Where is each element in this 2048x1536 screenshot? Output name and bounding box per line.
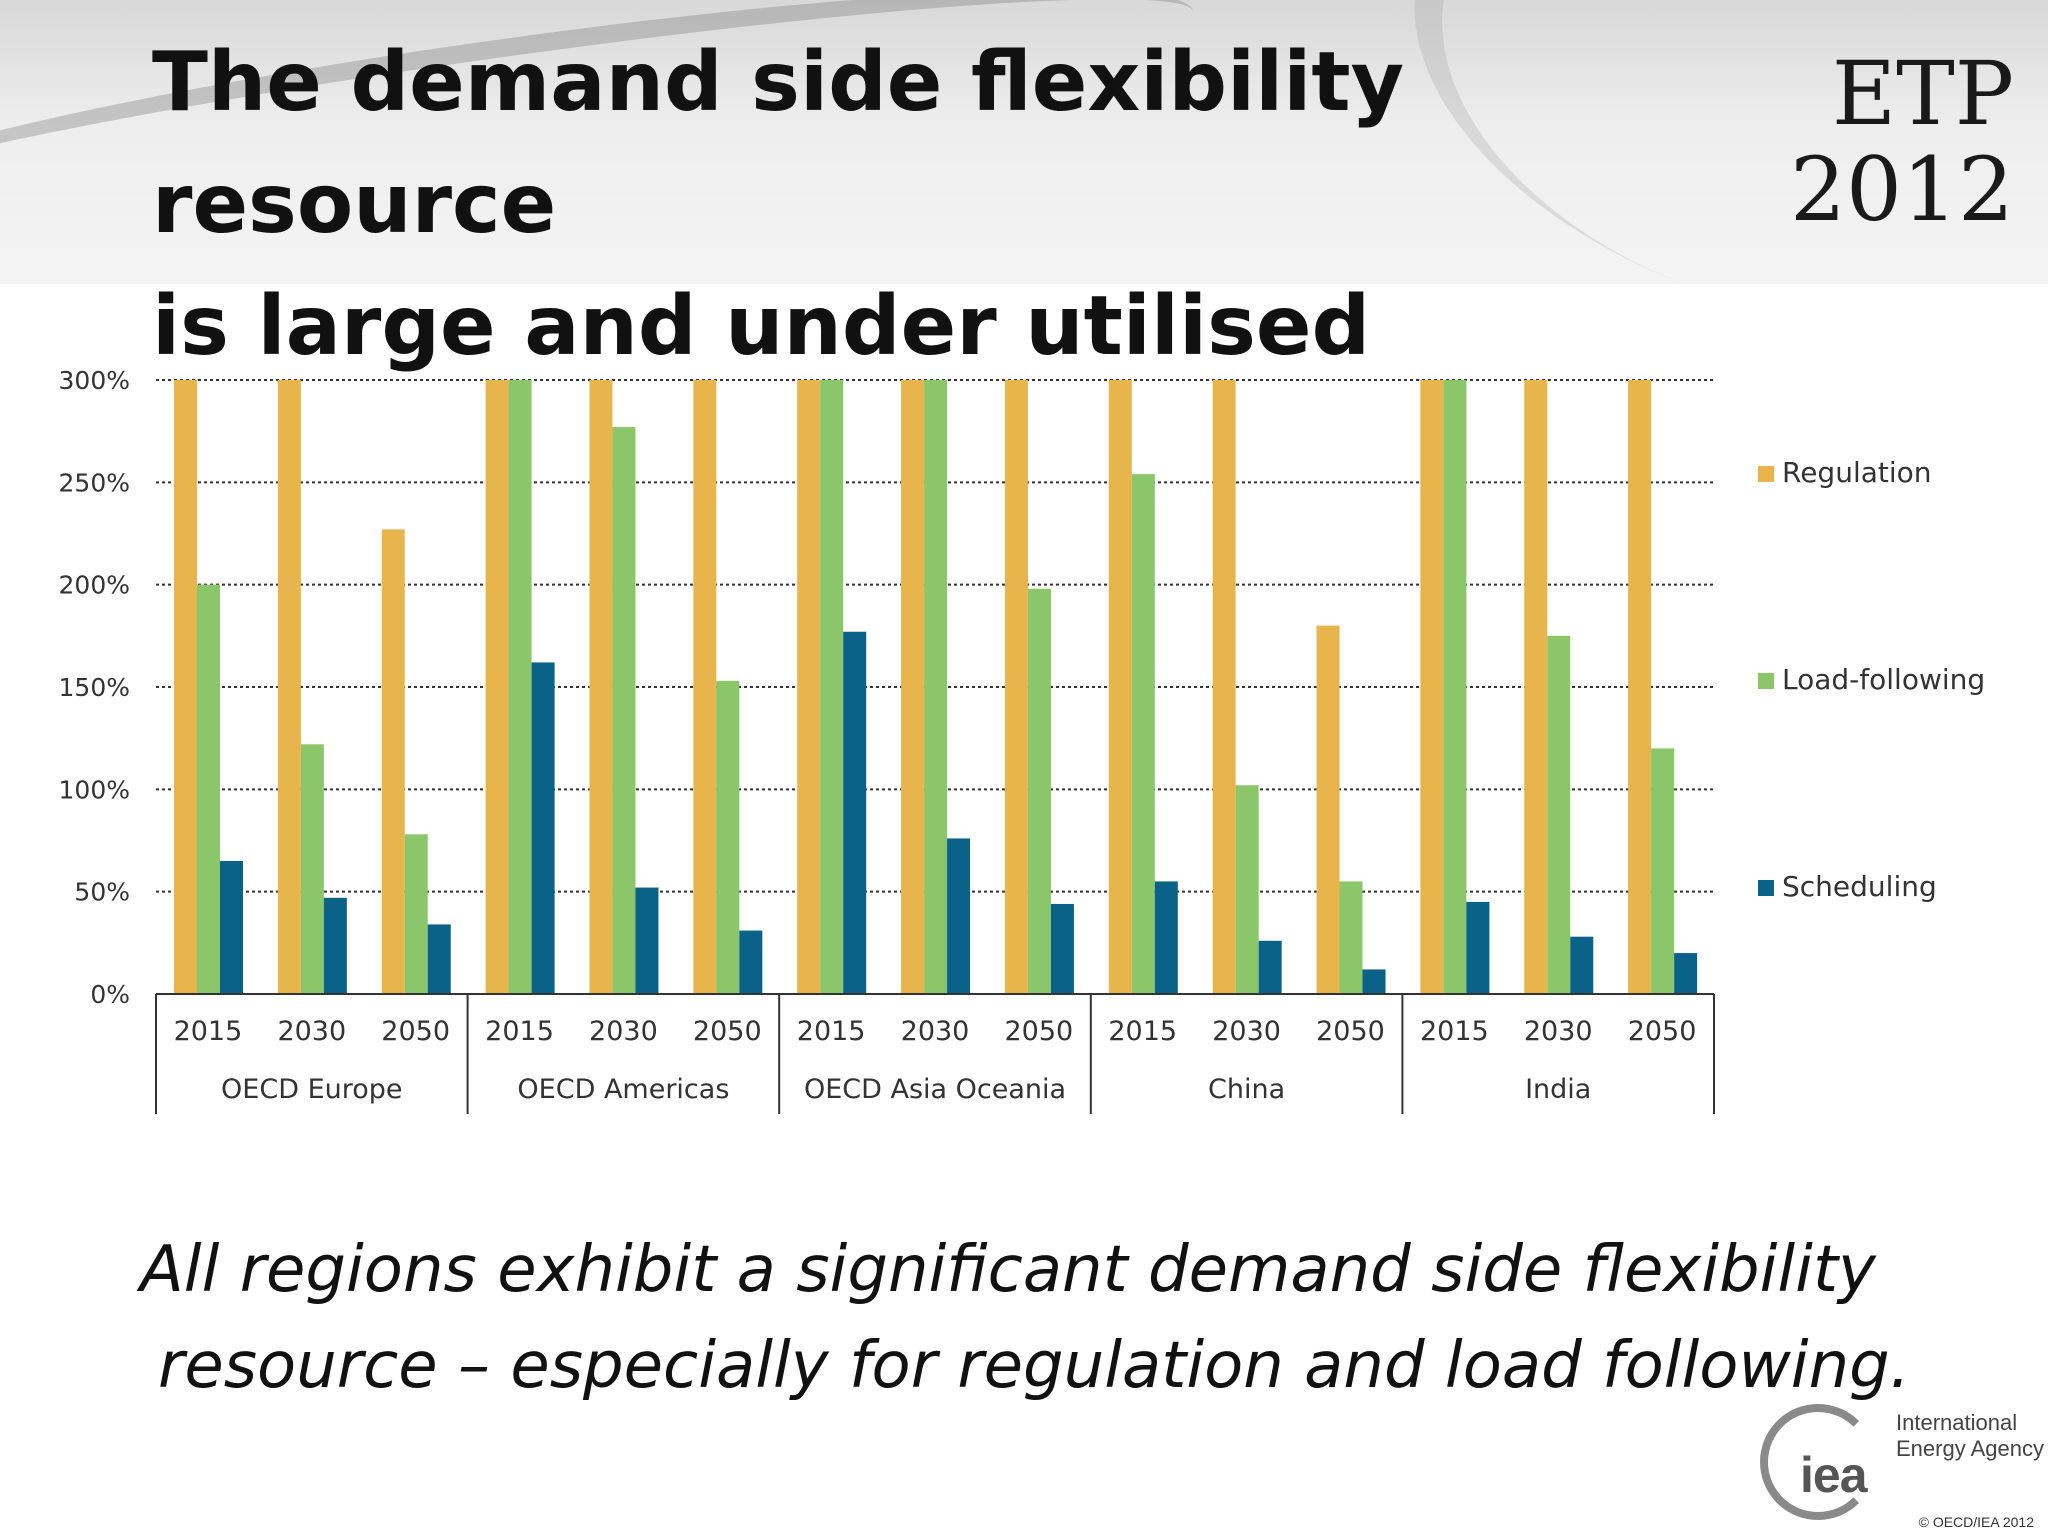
slide-caption: All regions exhibit a significant demand… bbox=[140, 1222, 2020, 1414]
iea-logo-mark: iea bbox=[1800, 1447, 1868, 1503]
bar-regulation bbox=[1628, 380, 1652, 994]
caption-line-2: resource – especially for regulation and… bbox=[158, 1329, 1911, 1403]
x-tick-label: 2015 bbox=[174, 1016, 243, 1047]
x-tick-label: 2050 bbox=[1628, 1016, 1697, 1047]
bar-scheduling bbox=[1050, 903, 1074, 994]
iea-ring-icon bbox=[1760, 1404, 1876, 1520]
bar-scheduling bbox=[1570, 936, 1594, 994]
iea-name-line-1: International bbox=[1896, 1410, 2018, 1435]
bar-regulation bbox=[1108, 380, 1132, 994]
header-band bbox=[0, 0, 2048, 284]
iea-name: International Energy Agency bbox=[1896, 1410, 2046, 1462]
bar-load-following bbox=[716, 680, 740, 994]
bar-load-following bbox=[1339, 881, 1363, 994]
bar-regulation bbox=[589, 380, 613, 994]
bar-scheduling bbox=[635, 887, 659, 994]
bar-regulation bbox=[381, 529, 405, 994]
bar-load-following bbox=[1547, 635, 1571, 994]
bar-load-following bbox=[1027, 588, 1051, 994]
x-tick-label: 2015 bbox=[1108, 1016, 1177, 1047]
bar-load-following bbox=[924, 380, 948, 994]
bar-load-following bbox=[508, 380, 532, 994]
group-label: India bbox=[1525, 1074, 1591, 1105]
flexibility-chart: 0% 50% 100% 150% 200% 250% 300% 2015 2030 2050 201… bbox=[59, 366, 1985, 1114]
bar-load-following bbox=[404, 834, 428, 994]
bar-regulation bbox=[901, 380, 925, 994]
iea-name-line-2: Energy Agency bbox=[1896, 1436, 2044, 1461]
x-tick-label: 2015 bbox=[485, 1016, 554, 1047]
title-line-1: The demand side flexibility resource bbox=[152, 35, 1405, 252]
bar-scheduling bbox=[531, 662, 555, 994]
bar-scheduling bbox=[427, 924, 451, 994]
x-tick-label: 2030 bbox=[1212, 1016, 1281, 1047]
iea-logo: iea International Energy Agency bbox=[1760, 1396, 2044, 1526]
legend-label-regulation: Regulation bbox=[1782, 456, 1932, 489]
legend-label-scheduling: Scheduling bbox=[1782, 870, 1937, 903]
x-tick-label: 2050 bbox=[1005, 1016, 1074, 1047]
x-tick-label: 2030 bbox=[901, 1016, 970, 1047]
x-tick-label: 2050 bbox=[693, 1016, 762, 1047]
bar-scheduling bbox=[843, 631, 867, 994]
y-tick-label: 200% bbox=[59, 571, 130, 600]
etp-logo-text: ETP bbox=[1831, 42, 2014, 145]
bar-regulation bbox=[174, 380, 197, 994]
y-tick-label: 150% bbox=[59, 673, 130, 702]
bar-load-following bbox=[1651, 748, 1675, 994]
group-label: OECD Asia Oceania bbox=[804, 1074, 1066, 1105]
y-tick-label: 300% bbox=[59, 366, 130, 395]
caption-line-1: All regions exhibit a significant demand… bbox=[140, 1233, 1876, 1307]
bar-scheduling bbox=[323, 897, 347, 994]
bar-scheduling bbox=[739, 930, 763, 994]
x-tick-label: 2030 bbox=[277, 1016, 346, 1047]
bar-scheduling bbox=[1674, 953, 1698, 994]
group-label: OECD Europe bbox=[221, 1074, 403, 1105]
bar-scheduling bbox=[1154, 881, 1178, 994]
bar-load-following bbox=[1443, 380, 1467, 994]
bar-regulation bbox=[1316, 625, 1340, 994]
bar-regulation bbox=[693, 380, 717, 994]
x-tick-label: 2050 bbox=[381, 1016, 450, 1047]
bar-load-following bbox=[612, 427, 636, 994]
x-tick-label: 2030 bbox=[1524, 1016, 1593, 1047]
y-tick-label: 50% bbox=[74, 878, 130, 907]
bar-scheduling bbox=[1258, 940, 1282, 994]
legend-swatch-regulation bbox=[1758, 466, 1774, 482]
bar-regulation bbox=[277, 380, 301, 994]
bar-load-following bbox=[197, 584, 220, 994]
bar-load-following bbox=[1235, 785, 1259, 994]
bar-scheduling bbox=[1466, 901, 1490, 994]
x-tick-label: 2030 bbox=[589, 1016, 658, 1047]
bar-scheduling bbox=[220, 860, 243, 994]
title-line-2: is large and under utilised bbox=[152, 279, 1371, 374]
bar-load-following bbox=[820, 380, 844, 994]
bar-regulation bbox=[797, 380, 821, 994]
legend-swatch-scheduling bbox=[1758, 880, 1774, 896]
group-label: OECD Americas bbox=[517, 1074, 729, 1105]
etp-logo-year: 2012 bbox=[1790, 138, 2014, 241]
x-tick-label: 2050 bbox=[1316, 1016, 1385, 1047]
group-label: China bbox=[1208, 1074, 1285, 1105]
bar-regulation bbox=[1004, 380, 1028, 994]
y-tick-label: 100% bbox=[59, 775, 130, 804]
legend-swatch-load-following bbox=[1758, 673, 1774, 689]
y-tick-label: 0% bbox=[90, 980, 130, 1009]
y-tick-label: 250% bbox=[59, 468, 130, 497]
bar-regulation bbox=[1524, 380, 1548, 994]
x-tick-label: 2015 bbox=[1420, 1016, 1489, 1047]
bar-load-following bbox=[1131, 474, 1155, 994]
legend-label-load-following: Load-following bbox=[1782, 663, 1985, 696]
bar-regulation bbox=[485, 380, 509, 994]
bar-scheduling bbox=[947, 838, 971, 994]
copyright: © OECD/IEA 2012 bbox=[1918, 1514, 2034, 1530]
bar-regulation bbox=[1212, 380, 1236, 994]
bar-regulation bbox=[1420, 380, 1444, 994]
bar-load-following bbox=[300, 744, 324, 994]
slide-title: The demand side flexibility resource is … bbox=[152, 22, 1712, 388]
x-tick-label: 2015 bbox=[797, 1016, 866, 1047]
etp-logo: ETP 2012 bbox=[1784, 46, 2014, 238]
bar-scheduling bbox=[1362, 969, 1386, 994]
